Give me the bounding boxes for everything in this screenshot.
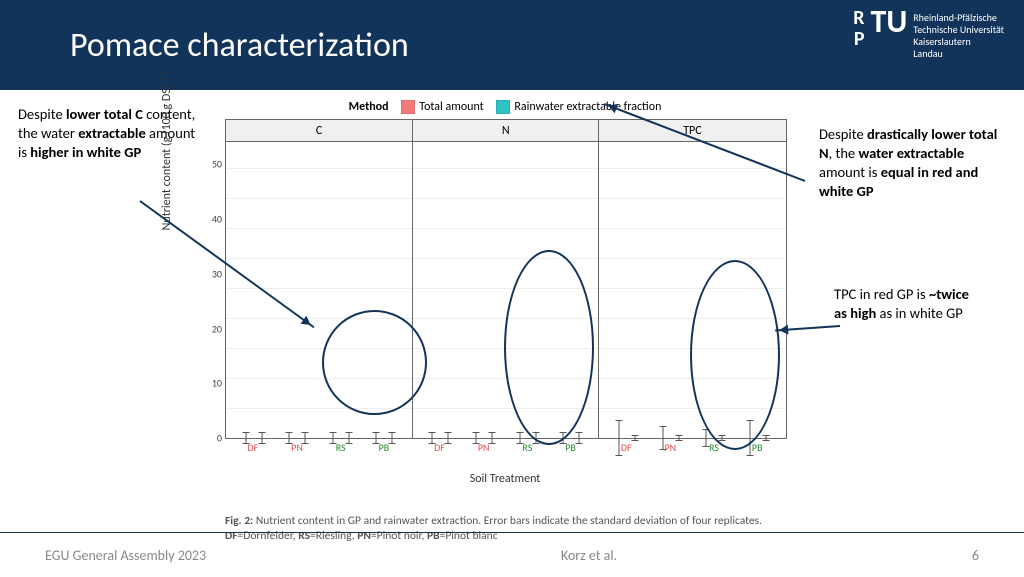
x-tick: PB bbox=[379, 441, 390, 454]
oval-c-white bbox=[322, 310, 427, 415]
panel-strip: N bbox=[413, 120, 599, 142]
legend-swatch-extract bbox=[496, 100, 510, 114]
legend: Method Total amount Rainwater extractabl… bbox=[225, 100, 785, 114]
x-tick: PB bbox=[565, 441, 576, 454]
x-tick: RS bbox=[522, 441, 532, 454]
logo-text: Rheinland-Pfälzische Technische Universi… bbox=[913, 12, 1004, 60]
footer-left: EGU General Assembly 2023 bbox=[45, 547, 206, 564]
legend-swatch-total bbox=[401, 100, 415, 114]
footer-right: 6 bbox=[972, 547, 979, 564]
panel-strip: C bbox=[226, 120, 412, 142]
slide-title: Pomace characterization bbox=[70, 25, 409, 66]
x-tick: PB bbox=[752, 441, 763, 454]
university-logo: RP TU Rheinland-Pfälzische Technische Un… bbox=[853, 8, 1004, 60]
footer: EGU General Assembly 2023 Korz et al. 6 bbox=[0, 532, 1024, 577]
arrow-right-bottom bbox=[775, 325, 840, 332]
header-bar: Pomace characterization RP TU Rheinland-… bbox=[0, 0, 1024, 90]
oval-tpc-white bbox=[690, 260, 780, 450]
x-tick: PN bbox=[665, 441, 677, 454]
annotation-right-top: Despite drastically lower total N, the w… bbox=[819, 125, 1004, 200]
annotation-right-bottom: TPC in red GP is ~twice as high as in wh… bbox=[834, 285, 984, 323]
main-content: Despite lower total C content, the water… bbox=[0, 90, 1024, 530]
x-tick: DF bbox=[621, 441, 632, 454]
logo-rp-letters: RP bbox=[853, 8, 864, 50]
x-axis-labels: DFPNRSPBDFPNRSPBDFPNRSPB bbox=[225, 441, 785, 454]
x-axis: DFPNRSPB bbox=[225, 441, 412, 454]
oval-n-white bbox=[504, 250, 594, 445]
x-tick: RS bbox=[336, 441, 346, 454]
y-axis-title: Nutrient content (g (100 g DS)⁻¹ ) bbox=[160, 71, 174, 230]
footer-center: Korz et al. bbox=[561, 547, 617, 564]
x-axis: DFPNRSPB bbox=[412, 441, 599, 454]
x-axis-title: Soil Treatment bbox=[225, 472, 785, 486]
x-axis: DFPNRSPB bbox=[598, 441, 785, 454]
logo-tu: TU bbox=[870, 8, 907, 37]
y-axis: 01020304050 bbox=[196, 164, 224, 438]
